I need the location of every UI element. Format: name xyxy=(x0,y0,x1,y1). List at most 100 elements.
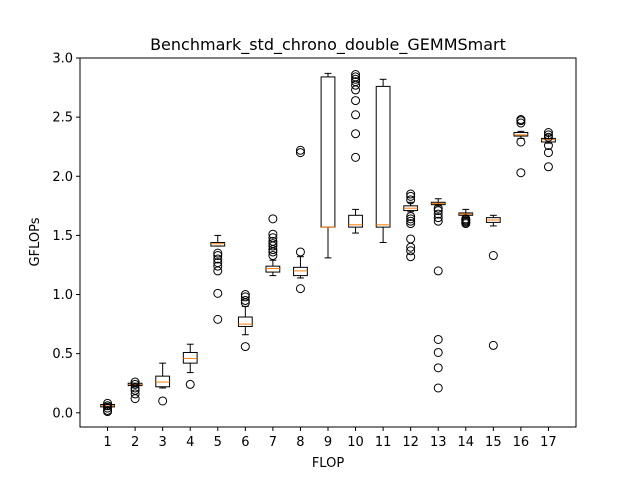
x-axis-label: FLOP xyxy=(312,456,344,471)
outlier-point xyxy=(295,247,305,257)
outlier-point xyxy=(130,377,140,387)
box-group xyxy=(320,72,336,259)
outlier-point xyxy=(516,115,526,124)
outlier-point xyxy=(433,203,443,213)
box-group xyxy=(458,208,474,229)
outlier-point xyxy=(543,132,553,142)
box-group xyxy=(210,234,226,324)
outlier-point xyxy=(406,216,416,226)
outlier-point xyxy=(351,129,361,139)
box xyxy=(320,76,336,228)
outlier-point xyxy=(185,379,195,389)
outlier-point xyxy=(268,229,278,239)
outlier-point xyxy=(268,214,278,224)
x-tick-label: 12 xyxy=(402,435,419,450)
box xyxy=(265,265,281,273)
outlier-point xyxy=(406,219,416,229)
box xyxy=(182,351,198,364)
outlier-point xyxy=(240,295,250,305)
outlier-point xyxy=(213,288,223,298)
outlier-point xyxy=(213,251,223,261)
y-tick-label: 0.0 xyxy=(52,406,73,421)
outlier-point xyxy=(268,236,278,246)
outlier-point xyxy=(406,191,416,201)
outlier-point xyxy=(406,246,416,256)
x-tick-label: 17 xyxy=(540,435,557,450)
x-tick-label: 16 xyxy=(513,435,530,450)
x-tick-label: 7 xyxy=(269,435,277,450)
y-tick-label: 2.0 xyxy=(52,170,73,185)
box-group xyxy=(237,290,253,352)
box xyxy=(513,132,529,137)
outlier-point xyxy=(543,130,553,140)
outlier-point xyxy=(240,342,250,352)
y-tick-label: 1.5 xyxy=(52,229,73,244)
x-tick-label: 2 xyxy=(131,435,139,450)
box xyxy=(375,85,391,228)
y-axis-label: GFLOPs xyxy=(28,217,43,266)
outlier-point xyxy=(516,168,526,178)
outlier-point xyxy=(406,234,416,244)
outlier-point xyxy=(240,292,250,302)
box-group xyxy=(430,198,446,393)
outlier-point xyxy=(295,284,305,294)
outlier-point xyxy=(488,340,498,350)
box-group xyxy=(403,189,419,262)
outlier-point xyxy=(295,145,305,155)
outlier-point xyxy=(543,162,553,172)
outlier-point xyxy=(268,251,278,261)
x-tick-label: 9 xyxy=(324,435,332,450)
outlier-point xyxy=(103,405,113,415)
outlier-point xyxy=(213,266,223,276)
outlier-point xyxy=(130,394,140,404)
box-group xyxy=(100,398,115,417)
box-group xyxy=(485,214,501,350)
x-tick-label: 4 xyxy=(186,435,194,450)
outlier-point xyxy=(351,85,361,95)
box-group xyxy=(155,362,171,406)
outlier-point xyxy=(268,233,278,243)
outlier-point xyxy=(433,383,443,393)
box xyxy=(155,375,171,388)
outlier-point xyxy=(213,254,223,264)
x-tick-label: 1 xyxy=(103,435,111,450)
outlier-point xyxy=(213,261,223,271)
outlier-point xyxy=(213,314,223,324)
outlier-point xyxy=(433,347,443,357)
y-tick-label: 3.0 xyxy=(52,52,73,67)
x-tick-label: 3 xyxy=(159,435,167,450)
outlier-point xyxy=(433,363,443,373)
box-group xyxy=(127,377,143,404)
outlier-point xyxy=(406,211,416,221)
box xyxy=(237,316,253,327)
x-tick-label: 14 xyxy=(458,435,475,450)
x-tick-label: 11 xyxy=(375,435,392,450)
x-axis: 1 2 3 4 5 6 7 8 9 10 11 12 13 14 15 16 17 xyxy=(103,427,557,450)
outlier-point xyxy=(406,189,416,199)
x-tick-label: 10 xyxy=(347,435,364,450)
outlier-point xyxy=(433,334,443,344)
y-tick-label: 1.0 xyxy=(52,288,73,303)
box-group xyxy=(348,70,363,234)
y-tick-label: 0.5 xyxy=(52,347,73,362)
outlier-point xyxy=(433,206,443,216)
outlier-point xyxy=(240,290,250,300)
x-tick-label: 5 xyxy=(214,435,222,450)
outlier-point xyxy=(433,216,443,226)
box xyxy=(293,266,308,277)
outlier-point xyxy=(351,70,361,80)
outlier-point xyxy=(351,110,361,120)
outlier-point xyxy=(543,148,553,158)
outlier-point xyxy=(295,148,305,158)
x-tick-label: 13 xyxy=(430,435,447,450)
outlier-point xyxy=(516,118,526,128)
chart-title: Benchmark_std_chrono_double_GEMMSmart xyxy=(150,35,506,55)
box-group xyxy=(513,115,529,178)
x-tick-label: 6 xyxy=(241,435,249,450)
y-tick-label: 2.5 xyxy=(52,111,73,126)
outlier-point xyxy=(433,209,443,219)
outlier-point xyxy=(213,248,223,258)
outlier-point xyxy=(406,214,416,224)
outlier-point xyxy=(103,398,113,408)
